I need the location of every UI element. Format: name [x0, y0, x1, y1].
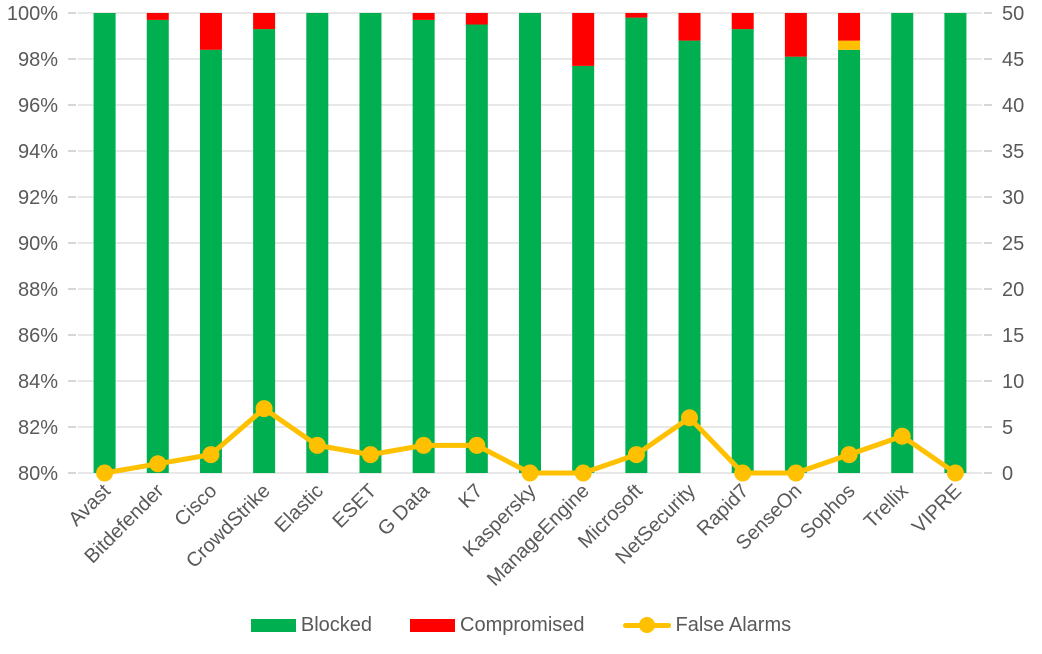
y-axis-left-tick-label: 90% [18, 233, 58, 255]
false-alarms-marker [308, 436, 326, 454]
bar-segment-compromised [625, 13, 648, 18]
category-label: Cisco [171, 480, 222, 531]
category-label: K7 [454, 480, 487, 513]
legend-label-false-alarms: False Alarms [675, 614, 792, 636]
legend-label-blocked: Blocked [300, 614, 373, 636]
false-alarms-marker [627, 446, 645, 464]
bar-segment-compromised [678, 13, 701, 41]
bar-segment-blocked [412, 19, 435, 474]
bar-segment-compromised [253, 13, 276, 30]
legend-label-compromised: Compromised [460, 614, 585, 636]
false-alarms-marker [255, 400, 273, 418]
y-axis-left-tick-label: 96% [18, 95, 58, 117]
bar-segment-blocked [253, 29, 276, 473]
bar-segment-blocked [359, 13, 382, 473]
y-axis-right-tick-label: 45 [1002, 49, 1024, 71]
bar-segment-yellow [838, 40, 861, 50]
false-alarms-marker [96, 464, 114, 482]
y-axis-right-tick-label: 15 [1002, 325, 1024, 347]
category-label: Trellix [860, 480, 913, 533]
y-axis-left-tick-label: 94% [18, 141, 58, 163]
y-axis-left-tick-label: 86% [18, 325, 58, 347]
bar-segment-compromised [572, 13, 595, 66]
false-alarms-marker [468, 436, 486, 454]
y-axis-left-tick-label: 92% [18, 187, 58, 209]
bar-segment-blocked [306, 13, 329, 473]
bar-segment-blocked [93, 13, 116, 473]
y-axis-left-tick-label: 80% [18, 463, 58, 485]
bar-segment-blocked [678, 40, 701, 473]
bar-segment-blocked [838, 49, 861, 474]
y-axis-right-tick-label: 0 [1002, 463, 1013, 485]
bar-segment-compromised [784, 13, 807, 57]
y-axis-right-tick-label: 30 [1002, 187, 1024, 209]
bar-segment-blocked [519, 13, 541, 473]
false-alarms-marker [521, 464, 539, 482]
bar-segment-compromised [731, 13, 754, 30]
category-label: VIPRE [908, 480, 966, 538]
y-axis-left-tick-label: 100% [7, 3, 58, 25]
y-axis-left-tick-label: 98% [18, 49, 58, 71]
chart-legend: Blocked Compromised False Alarms [0, 612, 1042, 638]
bar-segment-blocked [731, 29, 754, 473]
false-alarms-marker [840, 446, 858, 464]
y-axis-right-tick-label: 25 [1002, 233, 1024, 255]
false-alarms-marker [202, 446, 220, 464]
bar-segment-compromised [412, 13, 435, 20]
bar-segment-blocked [784, 56, 807, 473]
blocked-swatch [250, 618, 296, 632]
false-alarms-marker [574, 464, 592, 482]
category-label: Sophos [796, 480, 860, 544]
y-axis-right-tick-label: 50 [1002, 3, 1024, 25]
y-axis-right-tick-label: 5 [1002, 417, 1013, 439]
bar-segment-compromised [465, 13, 488, 25]
false-alarms-dot-glyph [638, 617, 655, 633]
false-alarms-marker [787, 464, 805, 482]
bar-segment-compromised [146, 13, 169, 20]
false-alarms-marker [946, 464, 964, 482]
y-axis-left-tick-label: 88% [18, 279, 58, 301]
bar-segment-blocked [625, 17, 648, 473]
false-alarms-marker [362, 446, 379, 464]
bar-segment-blocked [572, 65, 595, 474]
y-axis-right-tick-label: 10 [1002, 371, 1024, 393]
false-alarms-marker [734, 464, 752, 482]
compromised-swatch [410, 618, 456, 632]
y-axis-right-tick-label: 40 [1002, 95, 1024, 117]
bar-segment-compromised [838, 13, 861, 41]
y-axis-right-tick-label: 20 [1002, 279, 1024, 301]
bar-segment-blocked [891, 13, 914, 473]
y-axis-left-tick-label: 84% [18, 371, 58, 393]
legend-item-false-alarms: False Alarms [622, 612, 792, 638]
legend-item-blocked: Blocked [250, 612, 373, 638]
false-alarms-marker [415, 436, 433, 454]
legend-item-compromised: Compromised [410, 612, 585, 638]
bar-segment-blocked [199, 49, 222, 474]
false-alarms-marker [893, 427, 911, 445]
bar-segment-blocked [944, 13, 967, 473]
bar-segment-compromised [199, 13, 222, 50]
y-axis-left-tick-label: 82% [18, 417, 58, 439]
category-label: Avast [64, 480, 115, 531]
bar-segment-blocked [146, 19, 169, 474]
false-alarms-marker [149, 455, 167, 473]
y-axis-right-tick-label: 35 [1002, 141, 1024, 163]
category-label: G Data [374, 479, 435, 540]
false-alarms-marker [681, 409, 698, 427]
false-alarms-line-swatch [622, 616, 671, 634]
category-label: Elastic [271, 480, 328, 537]
bar-segment-blocked [465, 24, 488, 473]
